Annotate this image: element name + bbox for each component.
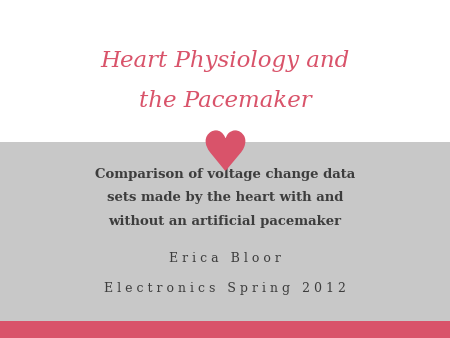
- FancyBboxPatch shape: [0, 0, 450, 142]
- FancyBboxPatch shape: [0, 142, 450, 338]
- Text: E l e c t r o n i c s   S p r i n g   2 0 1 2: E l e c t r o n i c s S p r i n g 2 0 1 …: [104, 283, 346, 295]
- Text: E r i c a   B l o o r: E r i c a B l o o r: [169, 252, 281, 265]
- Text: without an artificial pacemaker: without an artificial pacemaker: [108, 215, 342, 228]
- Text: Heart Physiology and: Heart Physiology and: [100, 50, 350, 72]
- Text: the Pacemaker: the Pacemaker: [139, 90, 311, 113]
- Text: sets made by the heart with and: sets made by the heart with and: [107, 191, 343, 204]
- FancyBboxPatch shape: [0, 321, 450, 338]
- Text: Comparison of voltage change data: Comparison of voltage change data: [95, 168, 355, 180]
